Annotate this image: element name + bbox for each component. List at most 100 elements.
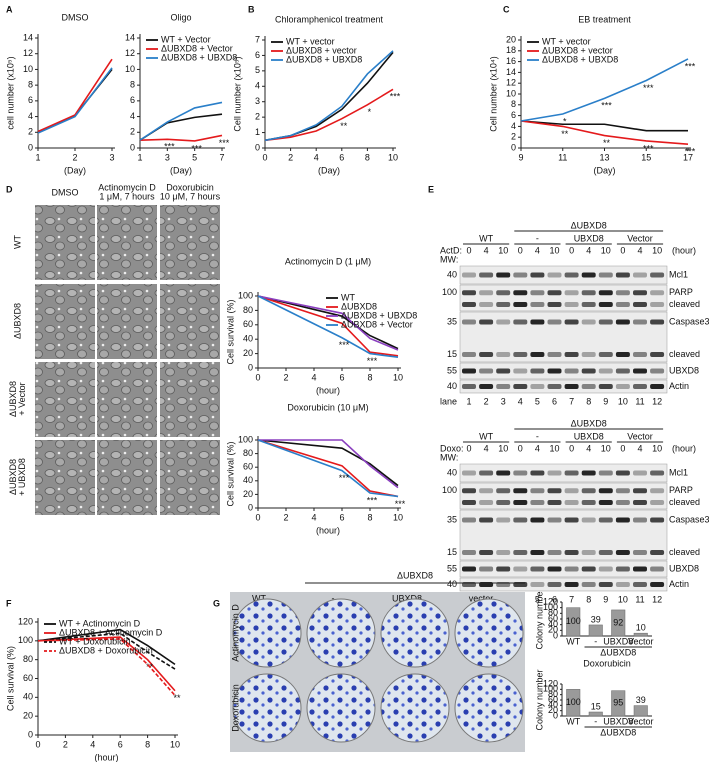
series-line — [264, 88, 394, 142]
legend-label: ΔUBXD8 + UBXD8 — [542, 54, 618, 64]
x-tick-label: 4 — [311, 512, 316, 522]
blot-band — [650, 290, 665, 296]
x-tick-label: 0 — [35, 739, 40, 749]
band-label: PARP — [669, 485, 693, 495]
blot-band — [633, 582, 647, 587]
blot-band — [598, 582, 613, 587]
significance: *** — [395, 499, 406, 509]
lane-number: 3 — [501, 396, 506, 406]
blot-band — [530, 500, 545, 505]
blot-band — [650, 488, 665, 494]
row-label: ΔUBXD8 — [8, 459, 18, 495]
blot-band — [581, 582, 596, 587]
series-line — [520, 58, 689, 122]
y-tick-label: 7 — [255, 34, 260, 44]
series-line — [264, 51, 394, 142]
chart-title: Oligo — [170, 12, 191, 22]
blot-band — [598, 550, 613, 555]
axes — [37, 34, 115, 149]
time-label: 4 — [586, 245, 591, 255]
blot-band — [598, 384, 613, 389]
blot-band — [633, 302, 647, 307]
band-label: UBXD8 — [669, 365, 699, 375]
blot-band — [581, 500, 596, 505]
lane-group: Vector — [627, 233, 653, 243]
x-tick-label: UBXD8 — [603, 636, 633, 646]
blot-band — [530, 290, 545, 296]
blot-band — [598, 352, 613, 357]
y-tick-label: 0 — [511, 142, 516, 152]
blot-band — [547, 488, 562, 494]
blot-strip — [459, 379, 668, 394]
y-tick-label: 20 — [23, 711, 33, 721]
blot-strip — [459, 463, 668, 483]
blot-band — [598, 302, 613, 307]
x-axis-label: (hour) — [316, 385, 340, 395]
x-tick-label: Vector — [628, 716, 654, 726]
x-tick-label: 11 — [558, 152, 567, 162]
blot-band — [513, 302, 528, 307]
blot-band — [564, 582, 579, 587]
y-tick-label: 8 — [511, 99, 516, 109]
blot-band — [496, 488, 511, 494]
panel-letter: E — [428, 184, 434, 194]
value-label: 10 — [636, 623, 646, 633]
series-line — [257, 439, 399, 487]
series-line — [257, 295, 399, 357]
plate-column: vector — [469, 593, 494, 603]
blot-band — [496, 384, 511, 389]
x-tick-label: 8 — [145, 739, 150, 749]
lane-number: 1 — [466, 396, 471, 406]
y-tick-label: 0 — [553, 630, 558, 640]
bar — [566, 689, 581, 717]
y-tick-label: 2 — [255, 112, 260, 122]
band-label: cleaved — [669, 497, 700, 507]
micrograph — [160, 362, 220, 437]
y-tick-label: 80 — [548, 608, 558, 618]
mw-title: MW: — [440, 254, 458, 264]
blot-band — [513, 319, 528, 325]
lane-number: 5 — [535, 594, 540, 604]
panel-letter: F — [6, 598, 12, 608]
panel-letter: G — [213, 598, 220, 608]
x-tick-label: 10 — [170, 739, 180, 749]
blot-band — [496, 302, 511, 307]
blot-band — [650, 550, 665, 555]
time-label: 4 — [484, 245, 489, 255]
significance: ** — [340, 121, 348, 131]
column-header: DMSO — [52, 187, 79, 197]
blot-band — [581, 368, 596, 374]
blot-band — [633, 488, 647, 494]
blot-band — [650, 470, 665, 476]
blot-group: ΔUBXD8 — [571, 220, 607, 230]
blot-band — [547, 384, 562, 389]
blot-band — [650, 384, 665, 389]
value-label: 100 — [566, 697, 581, 707]
chart-title: Actinomycin D (1 μM) — [285, 256, 371, 266]
x-tick-label: 2 — [283, 372, 288, 382]
row-label: + UBXD8 — [17, 458, 27, 496]
time-label: 0 — [466, 443, 471, 453]
blot-band — [564, 272, 579, 278]
blot-band — [633, 550, 647, 555]
x-tick-label: 6 — [339, 512, 344, 522]
y-tick-label: 0 — [28, 729, 33, 739]
series-line — [257, 295, 399, 358]
legend-label: ΔUBXD8 + vector — [542, 45, 613, 55]
series-line — [139, 134, 223, 142]
bar — [588, 711, 603, 717]
value-label: 92 — [613, 617, 623, 627]
plate — [380, 598, 450, 668]
row-label: ΔUBXD8 — [12, 303, 22, 339]
blot-band — [479, 290, 494, 296]
blot-band — [479, 566, 494, 572]
y-tick-label: 3 — [255, 96, 260, 106]
y-tick-label: 0 — [255, 142, 260, 152]
blot-band — [462, 272, 476, 278]
band-label: Actin — [669, 579, 689, 589]
band-label: cleaved — [669, 547, 700, 557]
blot-band — [547, 272, 562, 278]
y-axis-label: Colony number — [534, 669, 544, 730]
series-line — [257, 295, 399, 351]
y-tick-label: 20 — [243, 489, 253, 499]
